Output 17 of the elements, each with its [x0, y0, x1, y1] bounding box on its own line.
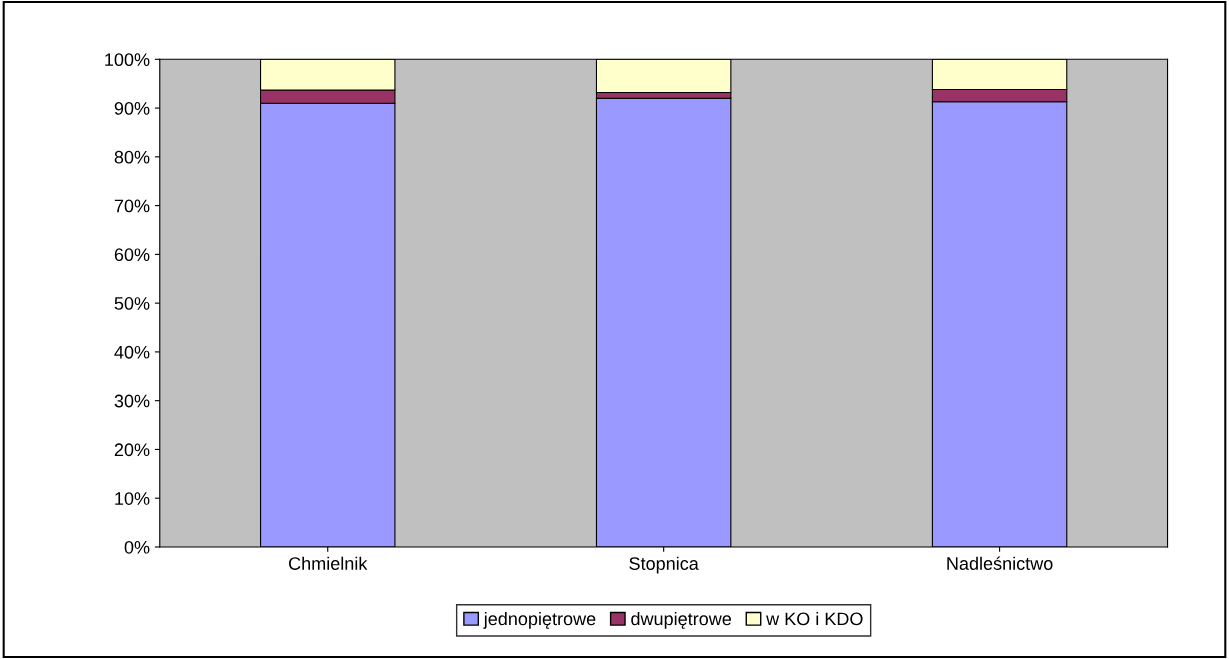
y-tick-label: 90% [114, 102, 150, 115]
y-tick-label: 0% [124, 540, 150, 554]
y-tick-label: 80% [114, 150, 150, 164]
y-tick-label: 20% [114, 443, 150, 457]
y-tick-label: 30% [114, 394, 150, 408]
x-tick-label: Chmielnik [289, 556, 368, 570]
y-tick-label: 60% [114, 248, 150, 262]
y-tick-label: 100% [105, 53, 150, 67]
y-tick-label: 10% [115, 492, 150, 505]
legend-label: dwupiętrowe [631, 611, 732, 629]
legend-label: w KO i KDO [766, 611, 863, 626]
legend-label: jednopiętrowe [483, 611, 596, 629]
y-tick-label: 70% [114, 199, 150, 213]
x-tick-label: Stopnica [629, 556, 699, 574]
x-tick-label: Nadleśnictwo [947, 556, 1053, 570]
y-tick-label: 40% [114, 345, 150, 359]
y-tick-label: 50% [114, 297, 150, 310]
